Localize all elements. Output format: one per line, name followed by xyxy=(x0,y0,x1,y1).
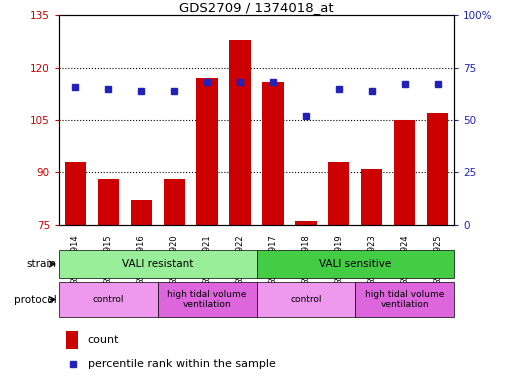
Text: percentile rank within the sample: percentile rank within the sample xyxy=(88,359,275,369)
Bar xyxy=(97,179,119,384)
Bar xyxy=(65,162,86,384)
Bar xyxy=(328,162,349,384)
Bar xyxy=(355,282,454,317)
Bar xyxy=(66,331,78,349)
Bar xyxy=(131,200,152,384)
Bar xyxy=(164,179,185,384)
Text: VALI sensitive: VALI sensitive xyxy=(319,259,391,269)
Text: protocol: protocol xyxy=(14,295,56,305)
Bar xyxy=(229,40,251,384)
Bar xyxy=(361,169,382,384)
Text: high tidal volume
ventilation: high tidal volume ventilation xyxy=(167,290,247,309)
Bar xyxy=(196,78,218,384)
Bar xyxy=(295,221,317,384)
Bar xyxy=(394,120,416,384)
Text: strain: strain xyxy=(27,259,56,269)
Bar xyxy=(59,250,256,278)
Bar xyxy=(256,282,355,317)
Title: GDS2709 / 1374018_at: GDS2709 / 1374018_at xyxy=(179,1,334,14)
Text: count: count xyxy=(88,335,120,345)
Text: control: control xyxy=(93,295,124,304)
Bar xyxy=(256,250,454,278)
Text: VALI resistant: VALI resistant xyxy=(122,259,193,269)
Bar xyxy=(59,282,158,317)
Bar xyxy=(158,282,256,317)
Text: high tidal volume
ventilation: high tidal volume ventilation xyxy=(365,290,444,309)
Text: control: control xyxy=(290,295,322,304)
Bar xyxy=(262,82,284,384)
Bar xyxy=(427,113,448,384)
